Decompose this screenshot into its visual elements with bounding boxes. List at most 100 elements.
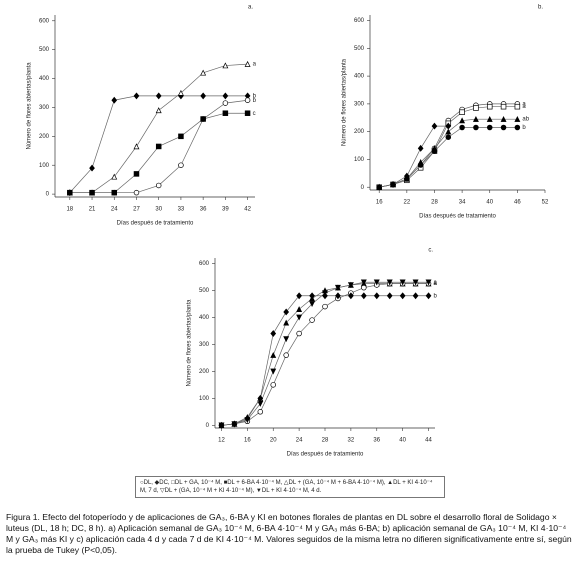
marker	[283, 336, 290, 343]
y-tick-label: 400	[39, 76, 50, 82]
x-tick-label: 30	[155, 207, 162, 213]
x-axis-label: Días después de tratamiento	[287, 452, 364, 458]
marker	[244, 415, 251, 423]
x-tick-label: 24	[296, 438, 303, 444]
x-axis-label: Días después de tratamiento	[117, 221, 194, 227]
caption: Figura 1. Efecto del fotoperíodo y de ap…	[6, 512, 572, 555]
marker	[373, 292, 380, 300]
marker	[334, 284, 341, 291]
marker	[473, 105, 479, 111]
marker	[486, 103, 493, 110]
marker	[417, 144, 424, 152]
x-tick-label: 44	[425, 438, 432, 444]
panel-label: b.	[538, 5, 543, 11]
marker	[399, 279, 406, 286]
marker	[200, 116, 206, 122]
marker	[231, 420, 238, 428]
end-label: ab	[522, 117, 529, 123]
marker	[200, 92, 207, 100]
marker	[322, 303, 328, 310]
marker	[178, 133, 184, 140]
marker	[133, 189, 140, 196]
end-label: a	[253, 62, 257, 68]
y-tick-label: 500	[199, 288, 210, 294]
marker	[89, 189, 95, 196]
marker	[412, 292, 419, 300]
marker	[459, 109, 465, 115]
marker	[155, 92, 162, 100]
marker	[386, 279, 393, 286]
marker	[373, 279, 380, 286]
marker	[472, 115, 479, 122]
y-axis-label: Número de flores abiertas/planta	[187, 299, 193, 387]
marker	[322, 292, 328, 300]
y-tick-label: 600	[199, 261, 210, 267]
marker	[89, 164, 95, 172]
marker	[309, 301, 316, 308]
y-tick-label: 400	[199, 315, 210, 321]
y-tick-label: 0	[361, 185, 365, 191]
x-tick-label: 16	[376, 200, 383, 206]
marker	[257, 409, 264, 415]
end-label: b	[434, 293, 438, 299]
marker	[425, 279, 432, 286]
marker	[296, 330, 302, 337]
marker	[296, 292, 302, 300]
x-tick-label: 16	[244, 438, 251, 444]
y-tick-label: 100	[354, 157, 365, 163]
end-label: a	[434, 280, 438, 286]
marker	[222, 100, 229, 106]
series-line	[221, 281, 429, 426]
x-tick-label: 27	[133, 207, 140, 213]
y-tick-label: 300	[199, 342, 210, 348]
x-tick-label: 40	[399, 438, 406, 444]
x-tick-label: 42	[244, 207, 251, 213]
end-label: a	[522, 104, 526, 110]
marker	[431, 148, 438, 154]
marker	[347, 282, 354, 289]
marker	[270, 382, 276, 388]
marker	[500, 103, 507, 110]
marker	[296, 306, 303, 313]
marker	[244, 60, 251, 67]
x-tick-label: 36	[200, 207, 207, 213]
y-tick-label: 400	[354, 74, 365, 80]
x-tick-label: 24	[111, 207, 118, 213]
y-tick-label: 200	[199, 369, 210, 375]
marker	[270, 368, 277, 375]
marker	[348, 292, 354, 300]
y-tick-label: 100	[199, 396, 210, 402]
end-label: a	[434, 281, 438, 287]
marker	[296, 314, 303, 321]
y-tick-label: 500	[39, 47, 50, 53]
marker	[309, 317, 315, 323]
y-tick-label: 200	[354, 129, 365, 135]
series-line	[69, 63, 248, 194]
marker	[500, 115, 507, 122]
x-tick-label: 18	[66, 207, 73, 213]
y-tick-label: 500	[354, 46, 365, 52]
end-label: a	[434, 281, 438, 287]
marker	[335, 292, 341, 300]
y-tick-label: 0	[206, 423, 210, 429]
marker	[360, 292, 367, 300]
marker	[178, 162, 184, 168]
marker	[133, 92, 140, 100]
series-line	[221, 295, 429, 426]
end-label: b	[253, 93, 257, 99]
marker	[445, 134, 452, 140]
y-axis-label: Número de flores abiertas/planta	[27, 62, 33, 150]
end-label: b	[522, 125, 526, 131]
marker	[177, 89, 184, 96]
marker	[309, 292, 315, 300]
marker	[155, 107, 162, 114]
marker	[486, 115, 493, 122]
marker	[111, 96, 118, 104]
x-tick-label: 46	[514, 200, 521, 206]
marker	[514, 124, 521, 131]
x-tick-label: 40	[486, 200, 493, 206]
y-tick-label: 0	[46, 192, 50, 198]
marker	[222, 92, 229, 100]
